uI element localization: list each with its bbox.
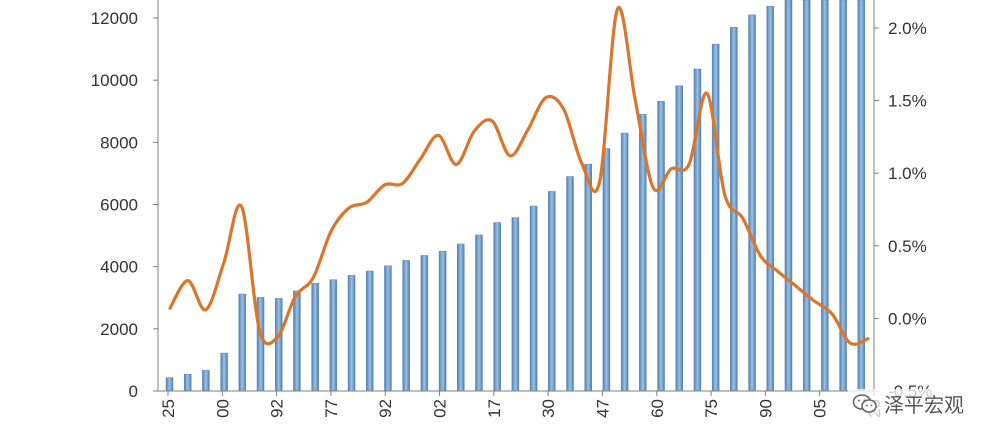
x-tick-label: 00: [213, 399, 232, 418]
left-tick-label: 10000: [91, 71, 138, 90]
bar: [529, 205, 538, 392]
bar: [238, 293, 247, 392]
left-tick-label: 12000: [91, 9, 138, 28]
bar: [857, 0, 866, 392]
bar-series: [165, 0, 866, 392]
bar: [420, 255, 429, 392]
left-tick-label: 6000: [100, 196, 138, 215]
x-tick-label: 05: [811, 399, 830, 418]
watermark: 泽平宏观: [848, 389, 968, 418]
bar: [202, 369, 210, 392]
x-tick-label: 30: [539, 399, 558, 418]
right-y-axis: -0.5%0.0%0.5%1.0%1.5%2.0%: [873, 0, 932, 401]
left-tick-label: 4000: [100, 258, 138, 277]
right-tick-label: 2.0%: [888, 19, 927, 38]
bar: [493, 222, 501, 392]
right-tick-label: 0.0%: [888, 309, 927, 328]
line-series-path: [168, 5, 870, 346]
bar: [602, 148, 611, 392]
right-tick-label: 1.0%: [888, 164, 927, 183]
bar: [675, 85, 683, 392]
x-tick-label: 47: [593, 399, 612, 418]
bar: [766, 5, 775, 392]
bar: [183, 373, 192, 392]
left-tick-label: 2000: [100, 320, 138, 339]
x-tick-label: 92: [376, 399, 395, 418]
right-tick-label: 0.5%: [888, 237, 927, 256]
bar: [274, 298, 283, 392]
bar: [511, 217, 520, 392]
bar: [584, 163, 592, 392]
bar: [566, 176, 574, 392]
bar: [256, 297, 265, 392]
bar: [821, 0, 829, 392]
bar: [293, 290, 301, 392]
right-tick-label: 1.5%: [888, 92, 927, 111]
x-tick-label: 90: [756, 399, 775, 418]
bar: [657, 101, 665, 392]
x-tick-label: 75: [702, 399, 721, 418]
bar: [711, 43, 720, 392]
x-tick-label: 25: [159, 399, 178, 418]
bar: [311, 282, 319, 392]
bar: [329, 279, 338, 392]
bar: [384, 265, 392, 392]
left-y-axis: 0 2000 4000 6000 8000 10000 12000: [91, 0, 159, 401]
bar: [802, 0, 811, 392]
bar: [366, 270, 374, 392]
x-tick-label: 92: [268, 399, 287, 418]
line-series: [168, 5, 870, 346]
x-tick-label: 60: [648, 399, 667, 418]
bar: [347, 275, 356, 392]
bar: [438, 250, 447, 392]
watermark-text: 泽平宏观: [884, 393, 964, 417]
bar: [548, 191, 556, 392]
bar: [165, 377, 174, 392]
bar: [402, 260, 410, 392]
x-tick-label: 77: [322, 399, 341, 418]
x-axis: 2500927792021730476075900520: [158, 390, 884, 418]
bar: [620, 132, 629, 392]
bar: [457, 243, 465, 392]
bar: [784, 0, 793, 392]
bar: [475, 234, 483, 392]
bar: [220, 352, 228, 392]
left-tick-label: 0: [129, 382, 138, 401]
bar: [748, 14, 756, 392]
x-tick-label: 02: [431, 399, 450, 418]
x-tick-label: 17: [485, 399, 504, 418]
wechat-icon: [852, 393, 877, 413]
left-tick-label: 8000: [100, 133, 138, 152]
